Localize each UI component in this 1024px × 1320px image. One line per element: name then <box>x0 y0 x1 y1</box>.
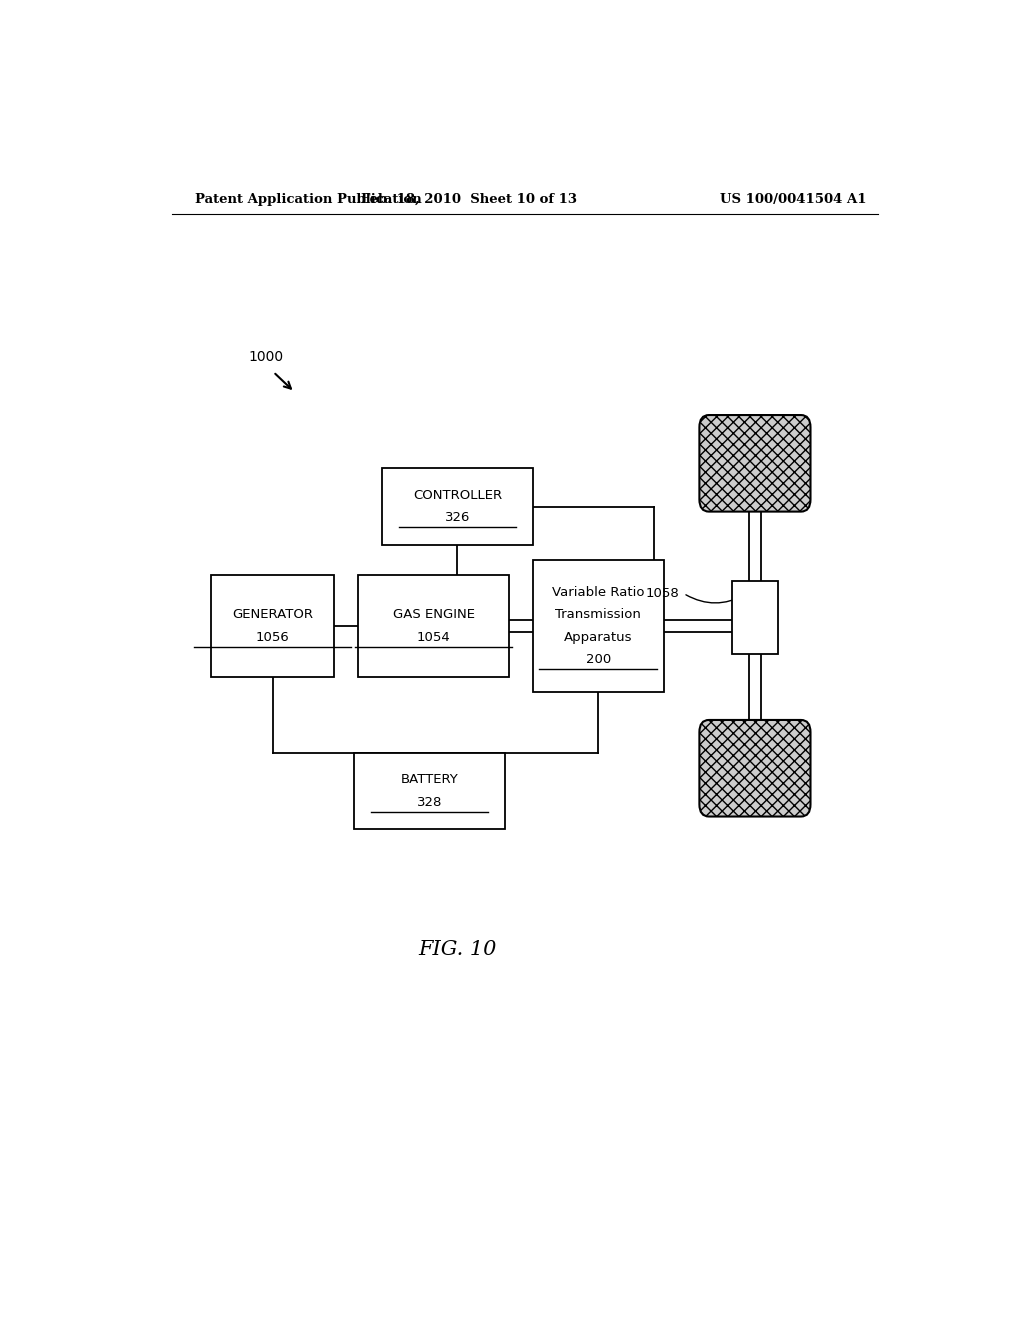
Text: 1054: 1054 <box>417 631 451 644</box>
Text: 326: 326 <box>444 511 470 524</box>
Text: Apparatus: Apparatus <box>564 631 633 644</box>
Text: Feb. 18, 2010  Sheet 10 of 13: Feb. 18, 2010 Sheet 10 of 13 <box>361 193 578 206</box>
Text: FIG. 10: FIG. 10 <box>418 940 497 958</box>
Text: Variable Ratio: Variable Ratio <box>552 586 644 599</box>
Text: BATTERY: BATTERY <box>400 774 459 787</box>
Text: 328: 328 <box>417 796 442 809</box>
Text: CONTROLLER: CONTROLLER <box>413 488 502 502</box>
Text: 1056: 1056 <box>256 631 290 644</box>
FancyBboxPatch shape <box>699 719 811 817</box>
Bar <box>354 752 505 829</box>
Bar <box>382 469 532 545</box>
Bar <box>358 576 509 677</box>
Bar <box>211 576 334 677</box>
Text: US 100/0041504 A1: US 100/0041504 A1 <box>720 193 866 206</box>
Text: 1000: 1000 <box>249 350 284 364</box>
Text: Transmission: Transmission <box>555 609 641 622</box>
Text: GAS ENGINE: GAS ENGINE <box>392 609 474 622</box>
FancyBboxPatch shape <box>699 414 811 512</box>
Bar <box>732 581 778 655</box>
Text: Patent Application Publication: Patent Application Publication <box>196 193 422 206</box>
Text: GENERATOR: GENERATOR <box>232 609 313 622</box>
Bar <box>532 560 664 692</box>
Text: 1058: 1058 <box>646 587 680 599</box>
Text: 200: 200 <box>586 653 611 667</box>
